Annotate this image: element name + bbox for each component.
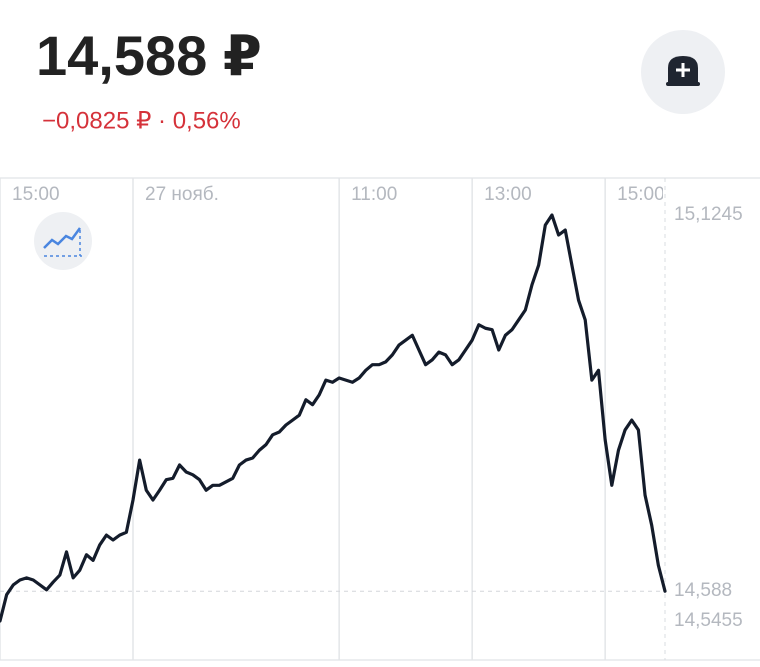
price: 14,588 ₽ xyxy=(36,24,262,87)
y-tick-label: 15,1245 xyxy=(674,204,743,225)
indicator-button-bg[interactable] xyxy=(34,212,92,270)
x-tick-label: 15:00 xyxy=(617,184,665,205)
alert-button[interactable] xyxy=(641,30,725,114)
x-tick-label: 11:00 xyxy=(351,184,397,205)
price-line xyxy=(0,213,667,623)
x-tick-label: 13:00 xyxy=(484,184,532,205)
indicator-icon-dash[interactable] xyxy=(44,230,82,257)
y-tick-label: 14,588 xyxy=(674,580,732,601)
y-tick-label: 14,5455 xyxy=(674,610,743,631)
bell-plus[interactable] xyxy=(676,63,690,77)
x-tick-label: 15:00 xyxy=(12,184,60,205)
bell-base[interactable] xyxy=(666,82,700,86)
price-change: −0,0825 ₽ · 0,56% xyxy=(42,107,241,134)
indicator-icon[interactable] xyxy=(43,227,82,249)
indicator-button[interactable] xyxy=(34,212,92,270)
x-tick-label: 27 нояб. xyxy=(145,184,219,205)
